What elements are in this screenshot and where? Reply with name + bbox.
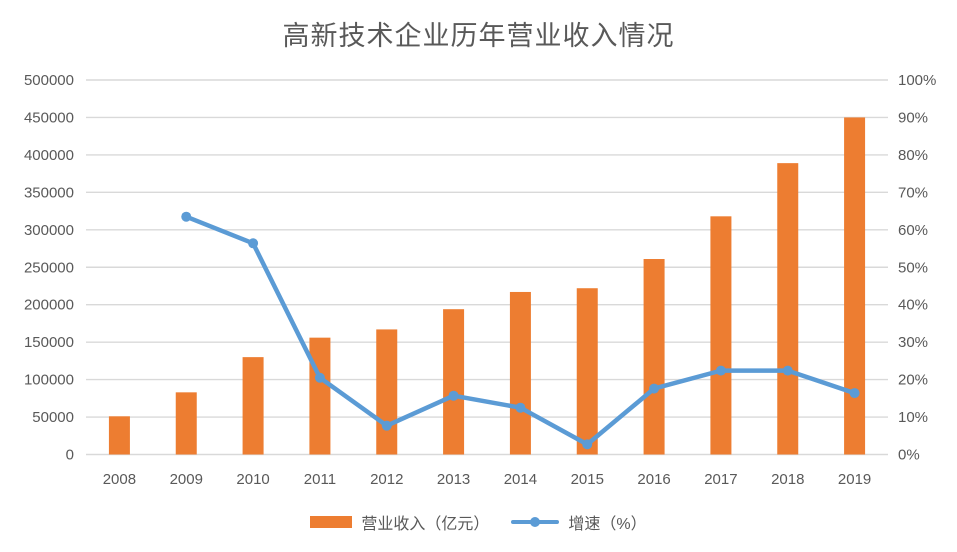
- legend-item-revenue: 营业收入（亿元）: [310, 510, 489, 534]
- left-axis-tick-label: 450000: [24, 109, 74, 126]
- growth-point-2009: [181, 211, 192, 222]
- legend-growth-line-icon: [511, 517, 560, 527]
- chart-legend: 营业收入（亿元） 增速（%）: [0, 510, 957, 534]
- right-axis-tick-label: 0%: [898, 447, 920, 464]
- x-axis-label-2008: 2008: [103, 471, 136, 488]
- growth-point-2013: [448, 390, 459, 401]
- right-axis-tick-label: 60%: [898, 222, 928, 239]
- revenue-bar-2018: [777, 163, 799, 455]
- growth-point-2010: [248, 238, 259, 249]
- chart-title: 高新技术企业历年营业收入情况: [282, 21, 675, 52]
- left-axis-tick-label: 500000: [24, 72, 74, 89]
- right-axis-tick-label: 40%: [898, 297, 928, 314]
- growth-point-2011: [314, 372, 325, 383]
- left-axis-tick-label: 200000: [24, 297, 74, 314]
- x-axis-label-2011: 2011: [304, 471, 336, 488]
- revenue-bar-2017: [710, 216, 732, 455]
- legend-revenue-swatch-icon: [310, 516, 353, 528]
- x-axis-label-2015: 2015: [571, 471, 604, 488]
- left-axis-tick-label: 50000: [32, 409, 74, 426]
- right-axis-tick-label: 100%: [898, 72, 936, 89]
- revenue-bar-2013: [443, 309, 465, 455]
- growth-point-2018: [782, 365, 793, 376]
- revenue-bar-2011: [309, 337, 331, 455]
- left-axis-tick-label: 350000: [24, 184, 74, 201]
- x-axis-label-2017: 2017: [704, 471, 737, 488]
- growth-point-2019: [849, 388, 860, 399]
- right-axis-tick-label: 80%: [898, 147, 928, 164]
- left-axis-tick-label: 250000: [24, 259, 74, 276]
- left-axis-tick-label: 300000: [24, 222, 74, 239]
- right-axis-tick-label: 70%: [898, 184, 928, 201]
- left-axis-tick-label: 150000: [24, 334, 74, 351]
- right-axis-tick-label: 10%: [898, 409, 928, 426]
- growth-point-2016: [649, 383, 660, 394]
- right-axis-tick-label: 30%: [898, 334, 928, 351]
- growth-point-2012: [381, 420, 392, 431]
- right-axis-tick-label: 90%: [898, 109, 928, 126]
- legend-growth-label: 增速（%）: [568, 516, 647, 533]
- x-axis-label-2018: 2018: [771, 471, 804, 488]
- x-axis-label-2012: 2012: [370, 471, 403, 488]
- revenue-bar-2012: [376, 329, 398, 455]
- x-axis-label-2010: 2010: [236, 471, 269, 488]
- growth-point-2015: [582, 439, 593, 450]
- revenue-bar-2019: [844, 117, 866, 455]
- left-axis-tick-label: 0: [66, 447, 74, 464]
- x-axis-label-2019: 2019: [838, 471, 871, 488]
- revenue-bar-2015: [576, 288, 598, 455]
- revenue-bar-2009: [175, 392, 197, 455]
- legend-growth-marker-icon: [530, 517, 541, 527]
- growth-point-2017: [715, 365, 726, 376]
- right-axis-tick-label: 50%: [898, 259, 928, 276]
- legend-revenue-label: 营业收入（亿元）: [361, 516, 490, 533]
- x-axis-label-2013: 2013: [437, 471, 470, 488]
- growth-point-2014: [515, 402, 526, 413]
- x-axis-label-2014: 2014: [504, 471, 537, 488]
- revenue-bar-2008: [108, 416, 130, 455]
- left-axis-tick-label: 400000: [24, 147, 74, 164]
- left-axis-tick-label: 100000: [24, 372, 74, 389]
- revenue-bar-2010: [242, 357, 264, 455]
- x-axis-label-2016: 2016: [637, 471, 670, 488]
- revenue-bar-2014: [509, 291, 531, 455]
- legend-item-growth: 增速（%）: [511, 510, 647, 534]
- revenue-bar-2016: [643, 259, 665, 455]
- right-axis-tick-label: 20%: [898, 372, 928, 389]
- x-axis-label-2009: 2009: [170, 471, 203, 488]
